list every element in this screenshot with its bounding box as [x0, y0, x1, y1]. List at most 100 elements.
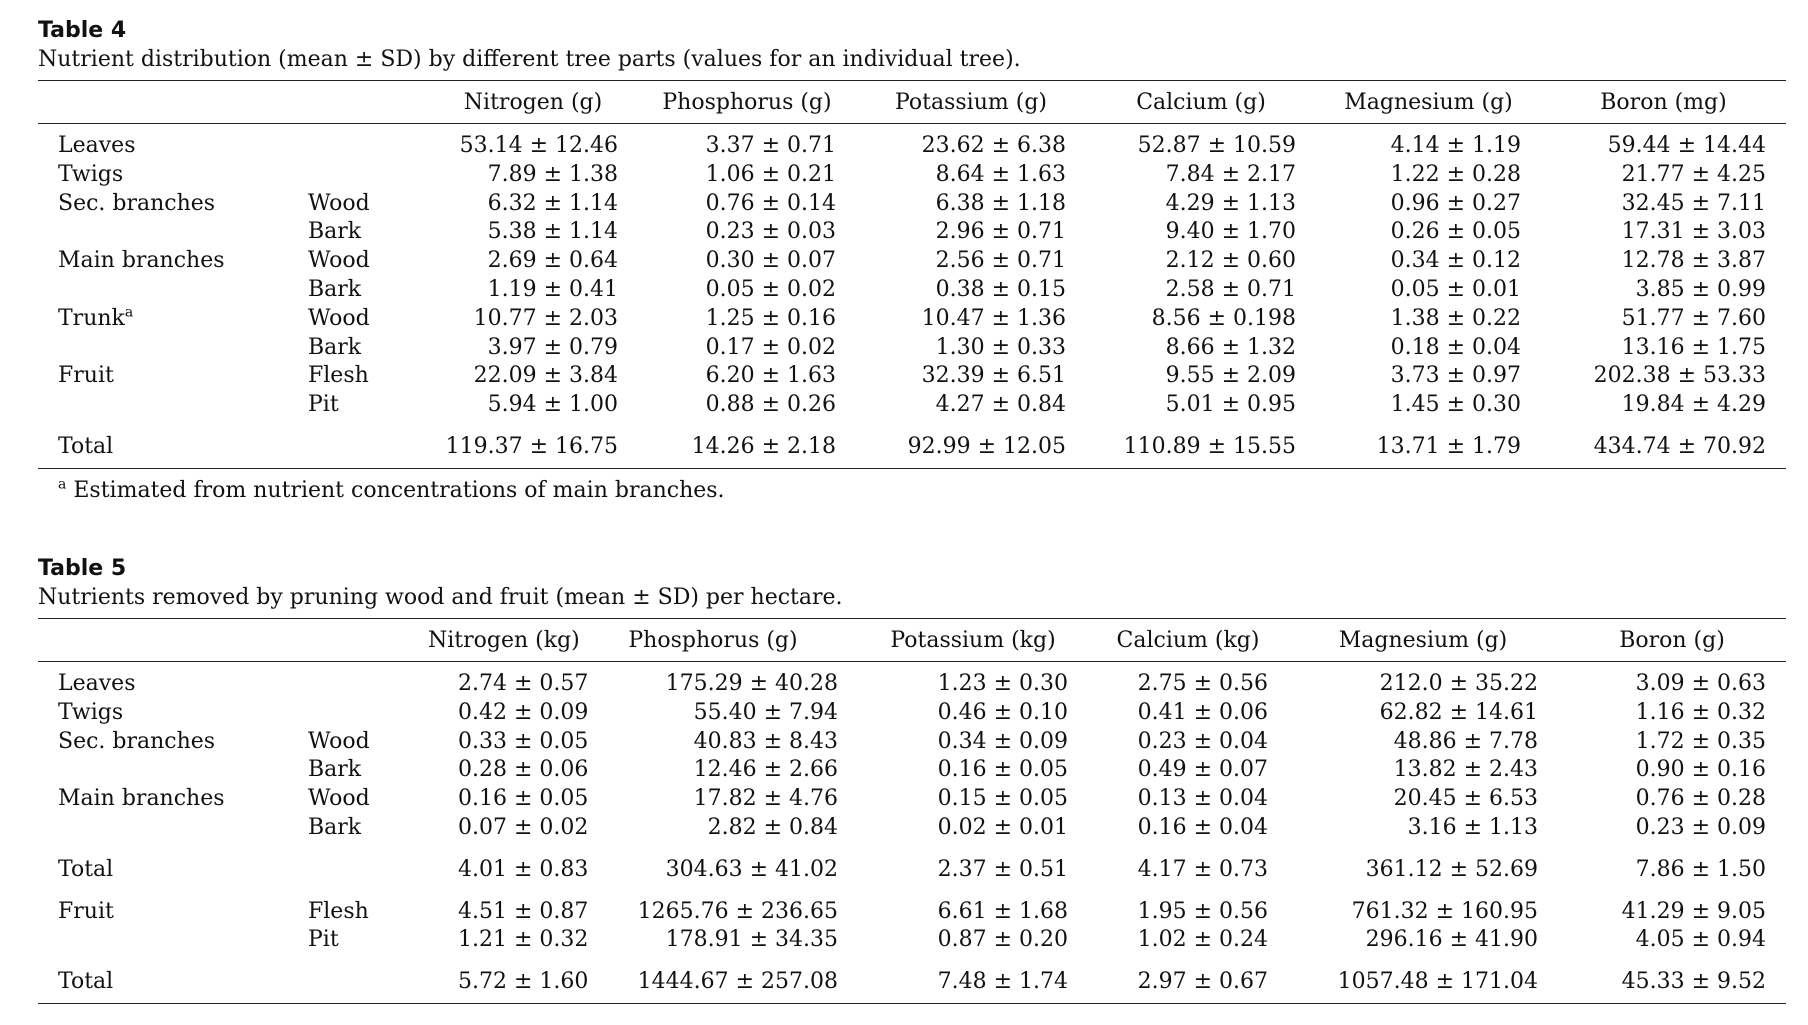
value-cell: 175.29 ± 40.28	[665, 671, 838, 696]
tissue-label: Bark	[308, 814, 362, 840]
value-cell: 5.94 ± 1.00	[487, 392, 618, 418]
value-cell: 1.19 ± 0.41	[487, 276, 618, 302]
value-cell: 1.72 ± 0.35	[1635, 728, 1766, 754]
table-row: Sec. branches Wood 0.33 ± 0.05 40.83 ± 8.43…	[38, 728, 1786, 757]
value-cell: 0.96 ± 0.27	[1390, 190, 1521, 216]
tree-part-label: Leaves	[58, 133, 136, 158]
column-header: Boron (mg)	[1541, 80, 1786, 124]
value-cell: 212.0 ± 35.22	[1379, 671, 1538, 696]
tissue-label: Flesh	[308, 363, 369, 389]
value-cell: 0.34 ± 0.12	[1390, 248, 1521, 274]
value-cell: 0.76 ± 0.14	[705, 190, 836, 216]
tissue-label	[308, 161, 428, 190]
value-cell: 0.23 ± 0.09	[1635, 814, 1766, 840]
value-cell: 3.73 ± 0.97	[1390, 363, 1521, 389]
value-cell: 1.16 ± 0.32	[1635, 699, 1766, 725]
tissue-label: Bark	[308, 757, 362, 783]
value-cell: 14.26 ± 2.18	[638, 419, 856, 469]
value-cell: 0.15 ± 0.05	[937, 786, 1068, 812]
tree-part-label: Twigs	[58, 699, 124, 725]
value-cell: 10.77 ± 2.03	[473, 305, 618, 331]
value-cell: 0.76 ± 0.28	[1635, 786, 1766, 812]
row-label: Leaves	[38, 662, 308, 699]
footnote-text: Estimated from nutrient concentrations o…	[73, 477, 725, 503]
value-cell: 55.40 ± 7.94	[693, 699, 838, 725]
value-cell: 296.16 ± 41.90	[1365, 927, 1538, 953]
value-cell: 2.56 ± 0.71	[935, 248, 1066, 274]
total-row: Total 5.72 ± 1.60 1444.67 ± 257.08 7.48 ± 1…	[38, 955, 1786, 1004]
tissue-label	[308, 124, 428, 161]
tissue-label: Bark	[308, 334, 362, 360]
row-label: Sec. branches	[38, 190, 308, 219]
tissue-label: Wood	[308, 728, 370, 754]
tissue-label: Wood	[308, 305, 370, 331]
table-row: Bark 1.19 ± 0.41 0.05 ± 0.02 0.38 ± 0.15 2.5…	[38, 276, 1786, 305]
value-cell: 8.64 ± 1.63	[935, 161, 1066, 187]
value-cell: 0.05 ± 0.01	[1390, 276, 1521, 302]
row-label	[38, 926, 308, 955]
value-cell: 1.21 ± 0.32	[458, 927, 589, 953]
value-cell: 361.12 ± 52.69	[1365, 856, 1538, 882]
tree-part-label: Main branches	[58, 248, 225, 274]
footnote-marker: a	[124, 304, 134, 321]
row-label	[38, 391, 308, 420]
row-label: Total	[38, 419, 308, 469]
value-cell: 4.01 ± 0.83	[458, 856, 589, 882]
value-cell: 17.31 ± 3.03	[1621, 219, 1766, 245]
value-cell: 2.97 ± 0.67	[1088, 955, 1288, 1004]
value-cell: 0.38 ± 0.15	[935, 276, 1066, 302]
value-cell: 0.16 ± 0.05	[458, 786, 589, 812]
header-row: Nitrogen (g) Phosphorus (g) Potassium (g…	[38, 80, 1786, 124]
table-row: Main branches Wood 0.16 ± 0.05 17.82 ± 4.76…	[38, 785, 1786, 814]
tissue-label: Pit	[308, 927, 339, 953]
value-cell: 0.33 ± 0.05	[458, 728, 589, 754]
column-header: Boron (g)	[1558, 618, 1786, 662]
table-row: Twigs 7.89 ± 1.38 1.06 ± 0.21 8.64 ± 1.63 7.…	[38, 161, 1786, 190]
value-cell: 6.20 ± 1.63	[705, 363, 836, 389]
table-row: Pit 1.21 ± 0.32 178.91 ± 34.35 0.87 ± 0.20 1…	[38, 926, 1786, 955]
value-cell: 1057.48 ± 171.04	[1288, 955, 1558, 1004]
value-cell: 434.74 ± 70.92	[1541, 419, 1786, 469]
value-cell: 2.74 ± 0.57	[458, 671, 589, 696]
header-blank	[308, 80, 428, 124]
table-row: Pit 5.94 ± 1.00 0.88 ± 0.26 4.27 ± 0.84 5.01…	[38, 391, 1786, 420]
value-cell: 6.32 ± 1.14	[487, 190, 618, 216]
table-caption: Nutrient distribution (mean ± SD) by dif…	[38, 47, 1021, 72]
value-cell: 21.77 ± 4.25	[1621, 161, 1766, 187]
value-cell: 0.26 ± 0.05	[1390, 219, 1521, 245]
table-body: Leaves 53.14 ± 12.46 3.37 ± 0.71 23.62 ± 6.…	[38, 124, 1786, 469]
value-cell: 40.83 ± 8.43	[693, 728, 838, 754]
value-cell: 51.77 ± 7.60	[1621, 305, 1766, 331]
value-cell: 23.62 ± 6.38	[921, 133, 1066, 158]
value-cell: 7.84 ± 2.17	[1165, 161, 1296, 187]
tissue-label: Pit	[308, 392, 339, 418]
tissue-label	[308, 419, 428, 469]
value-cell: 0.90 ± 0.16	[1635, 757, 1766, 783]
value-cell: 178.91 ± 34.35	[665, 927, 838, 953]
value-cell: 5.01 ± 0.95	[1165, 392, 1296, 418]
value-cell: 0.46 ± 0.10	[937, 699, 1068, 725]
footnote: a Estimated from nutrient concentrations…	[38, 477, 1786, 505]
value-cell: 13.82 ± 2.43	[1393, 757, 1538, 783]
value-cell: 62.82 ± 14.61	[1379, 699, 1538, 725]
row-label: Fruit	[38, 362, 308, 391]
value-cell: 0.41 ± 0.06	[1137, 699, 1268, 725]
value-cell: 1.02 ± 0.24	[1137, 927, 1268, 953]
value-cell: 1.06 ± 0.21	[705, 161, 836, 187]
value-cell: 0.07 ± 0.02	[458, 814, 589, 840]
value-cell: 3.85 ± 0.99	[1635, 276, 1766, 302]
value-cell: 1265.76 ± 236.65	[637, 898, 838, 924]
value-cell: 4.05 ± 0.94	[1635, 927, 1766, 953]
value-cell: 0.05 ± 0.02	[705, 276, 836, 302]
tree-part-label: Sec. branches	[58, 190, 216, 216]
value-cell: 1.38 ± 0.22	[1390, 305, 1521, 331]
value-cell: 1.45 ± 0.30	[1390, 392, 1521, 418]
value-cell: 12.46 ± 2.66	[693, 757, 838, 783]
column-header: Calcium (g)	[1086, 80, 1316, 124]
table-4: Table 4 Nutrient distribution (mean ± SD…	[38, 16, 1786, 505]
table-row: Fruit Flesh 4.51 ± 0.87 1265.76 ± 236.65 6.6…	[38, 885, 1786, 927]
value-cell: 17.82 ± 4.76	[693, 786, 838, 812]
value-cell: 32.39 ± 6.51	[921, 363, 1066, 389]
row-label: Total	[38, 843, 308, 885]
value-cell: 0.13 ± 0.04	[1137, 786, 1268, 812]
